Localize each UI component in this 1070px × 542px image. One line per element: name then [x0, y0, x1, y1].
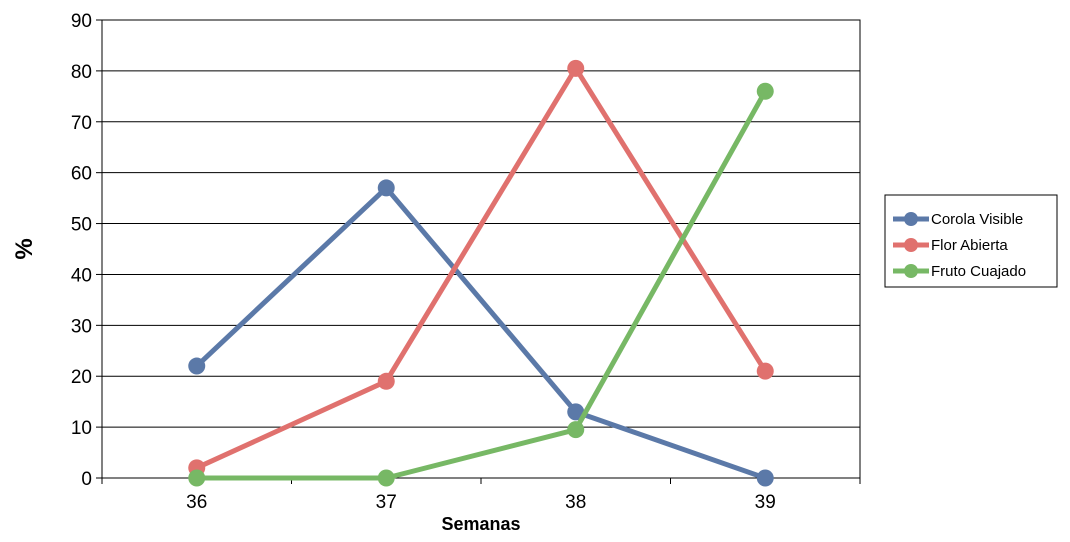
series-line: [194, 65, 768, 471]
data-point: [756, 469, 774, 487]
y-tick-label: 10: [71, 418, 92, 439]
legend-marker: [904, 212, 918, 226]
legend: Corola Visible Flor Abierta Fruto Cuajado: [884, 194, 1058, 288]
series-group: [188, 179, 774, 487]
plot-area: [101, 19, 861, 479]
legend-entry: Fruto Cuajado: [893, 263, 1026, 280]
data-point: [756, 362, 774, 380]
y-tick-label: 30: [71, 316, 92, 337]
y-tick-label: 40: [71, 265, 92, 286]
series-group: [188, 82, 774, 487]
x-tick-label: 36: [186, 492, 207, 513]
legend-label: Corola Visible: [931, 211, 1023, 228]
y-tick-label: 80: [71, 62, 92, 83]
y-axis-title: %: [11, 238, 38, 259]
legend-entry: Flor Abierta: [893, 237, 1008, 254]
data-point: [377, 469, 395, 487]
data-point: [188, 357, 206, 375]
legend-label: Flor Abierta: [931, 237, 1008, 254]
y-tick-label: 60: [71, 164, 92, 185]
data-point: [567, 59, 585, 77]
data-point: [756, 82, 774, 100]
series-layer: [188, 59, 774, 487]
data-point: [567, 421, 585, 439]
legend-marker: [904, 264, 918, 278]
legend-marker: [904, 238, 918, 252]
data-point: [567, 403, 585, 421]
series-group: [188, 59, 774, 477]
legend-entry: Corola Visible: [893, 211, 1023, 228]
y-tick-label: 90: [71, 11, 92, 32]
y-tick-label: 50: [71, 215, 92, 236]
legend-label: Fruto Cuajado: [931, 263, 1026, 280]
x-axis-ticks: 36 37 38 39: [101, 478, 861, 513]
y-axis-ticks: 0 10 20 30 40 50 60 70 80 90: [71, 11, 102, 490]
y-tick-label: 0: [81, 469, 92, 490]
data-point: [377, 372, 395, 390]
x-axis-title: Semanas: [441, 514, 520, 534]
x-tick-label: 39: [755, 492, 776, 513]
series-line: [194, 88, 768, 481]
data-point: [188, 469, 206, 487]
series-line: [194, 185, 768, 481]
data-point: [377, 179, 395, 197]
x-tick-label: 38: [565, 492, 586, 513]
y-tick-label: 70: [71, 113, 92, 134]
y-tick-label: 20: [71, 367, 92, 388]
x-tick-label: 37: [376, 492, 397, 513]
